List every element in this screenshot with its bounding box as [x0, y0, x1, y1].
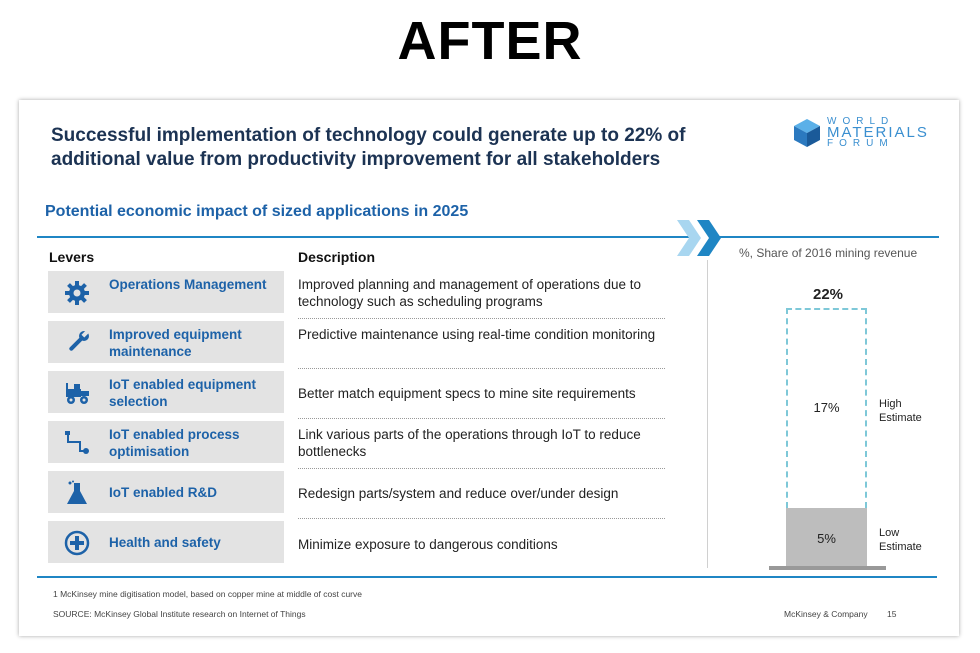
lever-description: Predictive maintenance using real-time c…: [298, 327, 656, 342]
low-estimate-bar: [786, 508, 867, 566]
source-note: SOURCE: McKinsey Global Institute resear…: [53, 609, 306, 619]
share-label: %, Share of 2016 mining revenue: [739, 246, 918, 260]
lever-description: Redesign parts/system and reduce over/un…: [298, 486, 619, 501]
after-title: AFTER: [397, 11, 583, 71]
chart-rule: [719, 236, 939, 238]
row-separator: [298, 318, 665, 319]
world-materials-forum-logo: WORLD MATERIALS FORUM: [793, 116, 933, 156]
company-name: McKinsey & Company: [784, 609, 868, 619]
lever-description: Link various parts of the operations thr…: [298, 427, 641, 459]
lever-description: Improved planning and management of oper…: [298, 277, 641, 309]
levers-header: Levers: [49, 249, 95, 265]
cube-icon: [794, 119, 820, 147]
lever-label: IoT enabled equipment selection: [109, 377, 257, 409]
chart-divider: [707, 260, 708, 568]
chart-baseline: [769, 566, 886, 570]
flask-icon: [67, 480, 87, 504]
high-estimate-label: High Estimate: [879, 398, 922, 424]
lever-label: IoT enabled R&D: [109, 485, 218, 500]
lever-label: Health and safety: [109, 535, 221, 550]
page-number: 15: [887, 609, 897, 619]
total-value-label: 22%: [812, 286, 844, 303]
section-subtitle: Potential economic impact of sized appli…: [45, 203, 469, 220]
chevron-right-icon: [677, 220, 721, 256]
low-estimate-label: Low Estimate: [879, 527, 922, 553]
low-estimate-value: 5%: [817, 531, 836, 546]
high-estimate-value: 17%: [813, 400, 840, 415]
lever-iot-rnd: IoT enabled R&D: [48, 471, 284, 513]
lever-operations-management: Operations Management: [48, 271, 284, 313]
plus-circle-icon: [64, 530, 90, 556]
headline-line-2: additional value from productivity impro…: [51, 149, 661, 170]
lever-health-and-safety: Health and safety: [48, 521, 284, 563]
row-separator: [298, 518, 665, 519]
high-estimate-bar: [786, 308, 867, 508]
logo-text-materials: MATERIALS: [827, 124, 929, 141]
lever-iot-process-optimisation: IoT enabled process optimisation: [48, 421, 284, 463]
row-separator: [298, 368, 665, 369]
footnote: 1 McKinsey mine digitisation model, base…: [53, 589, 362, 599]
footer-rule: [37, 576, 937, 578]
lever-description: Minimize exposure to dangerous condition…: [298, 537, 558, 552]
description-header: Description: [298, 249, 376, 265]
lever-iot-equipment-selection: IoT enabled equipment selection: [48, 371, 284, 413]
tractor-icon: [66, 383, 89, 404]
slide-headline: Successful implementation of technology …: [51, 124, 731, 172]
lever-label: Improved equipment maintenance: [109, 327, 242, 359]
row-separator: [298, 418, 665, 419]
gear-icon: [65, 281, 89, 305]
lever-description: Better match equipment specs to mine sit…: [298, 386, 636, 401]
headline-line-1: Successful implementation of technology …: [51, 125, 686, 146]
lever-improved-equipment-maintenance: Improved equipment maintenance: [48, 321, 284, 363]
lever-label: IoT enabled process optimisation: [109, 427, 240, 459]
logo-text-forum: FORUM: [827, 138, 894, 149]
logo-text-world: WORLD: [827, 116, 895, 127]
lever-label: Operations Management: [109, 277, 267, 292]
wrench-icon: [69, 330, 89, 351]
process-flow-icon: [65, 431, 89, 454]
slide: Successful implementation of technology …: [19, 100, 959, 636]
subtitle-rule: [37, 236, 697, 238]
row-separator: [298, 468, 665, 469]
